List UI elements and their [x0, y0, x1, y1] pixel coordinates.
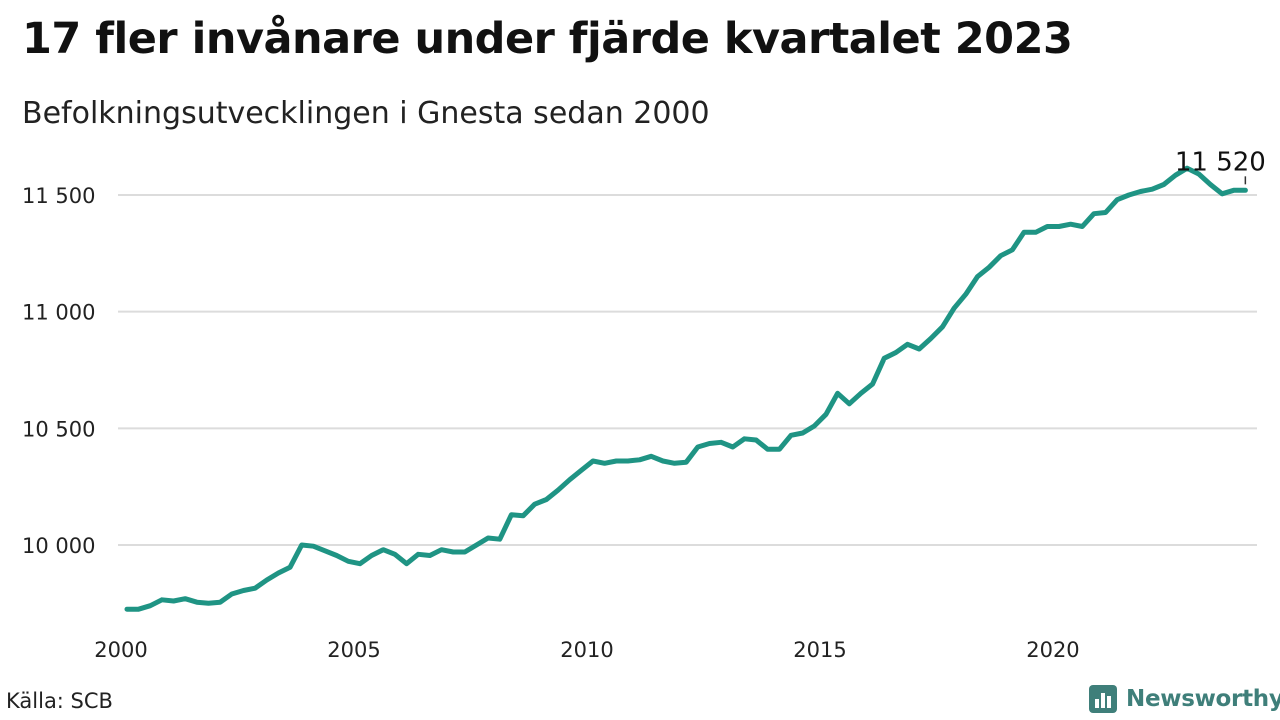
y-tick-label: 10 000: [22, 534, 95, 558]
x-tick-label: 2020: [1026, 638, 1079, 662]
bar-chart-icon: [1089, 685, 1117, 713]
x-axis-labels: 2000 2005 2010 2015 2020: [94, 638, 1079, 662]
y-tick-label: 11 500: [22, 184, 95, 208]
end-value-label: 11 520: [1175, 147, 1266, 177]
chart-title: 17 fler invånare under fjärde kvartalet …: [22, 14, 1073, 64]
x-tick-label: 2015: [793, 638, 846, 662]
line-chart: 10 000 10 500 11 000 11 500 2000 2005 2010 201…: [22, 147, 1266, 662]
gridlines: [118, 194, 1257, 546]
brand-logo: Newsworthy: [1088, 684, 1280, 714]
y-tick-label: 10 500: [22, 417, 95, 441]
y-axis-labels: 10 000 10 500 11 000 11 500: [22, 184, 95, 558]
brand-name: Newsworthy: [1126, 686, 1280, 712]
y-tick-label: 11 000: [22, 301, 95, 325]
x-tick-label: 2005: [327, 638, 380, 662]
source-note: Källa: SCB: [6, 689, 113, 713]
x-tick-label: 2000: [94, 638, 147, 662]
chart-subtitle: Befolkningsutvecklingen i Gnesta sedan 2…: [22, 96, 710, 131]
x-tick-label: 2010: [560, 638, 613, 662]
population-line: [124, 165, 1248, 612]
